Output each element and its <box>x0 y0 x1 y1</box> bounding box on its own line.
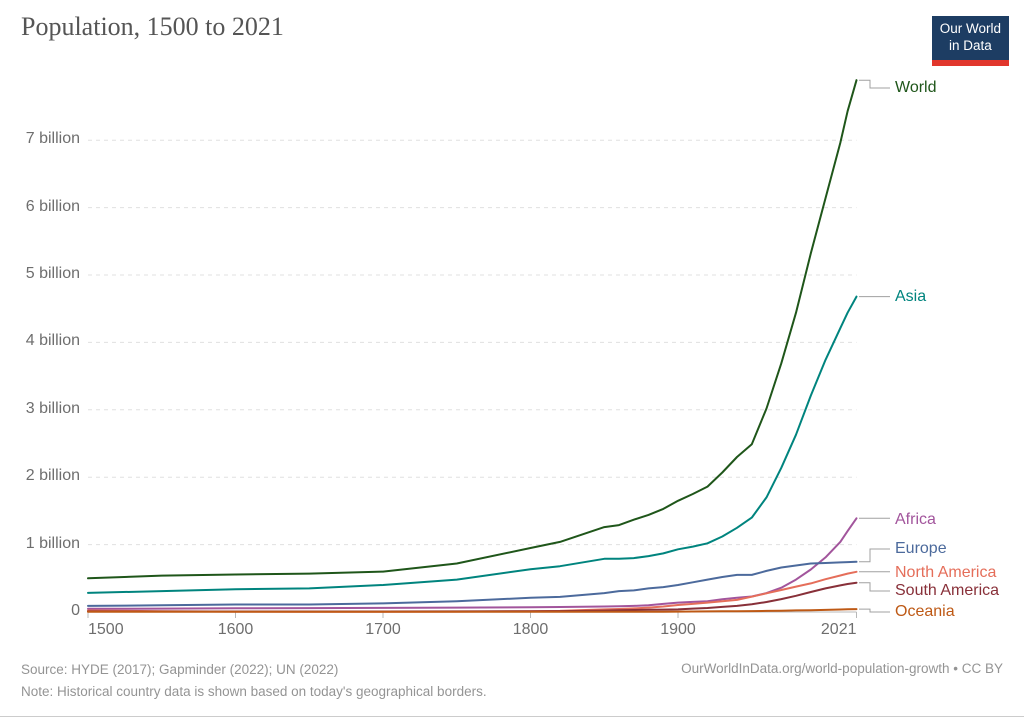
x-axis-label: 1500 <box>88 621 124 638</box>
label-connector-europe <box>859 548 890 563</box>
owid-logo-line1: Our World <box>939 21 1001 36</box>
series-label-oceania: Oceania <box>895 603 955 620</box>
series-label-africa: Africa <box>895 511 936 528</box>
y-axis-label: 6 billion <box>25 197 80 215</box>
y-axis-label: 5 billion <box>25 265 80 282</box>
y-axis-label: 1 billion <box>25 534 80 552</box>
chart-title: Population, 1500 to 2021 <box>21 12 284 41</box>
series-label-north-america: North America <box>895 564 997 581</box>
bottom-divider <box>0 716 1024 717</box>
series-label-world: World <box>895 79 937 96</box>
citation: OurWorldInData.org/world-population-grow… <box>681 661 1003 676</box>
label-connector-south-america <box>859 582 890 592</box>
series-label-europe: Europe <box>895 540 947 557</box>
series-line-europe <box>87 560 858 607</box>
y-axis-label: 0 <box>71 602 80 619</box>
series-label-south-america: South America <box>895 582 1000 599</box>
series-label-asia: Asia <box>895 288 927 305</box>
series-line-world <box>87 79 858 580</box>
label-connector-oceania <box>859 608 890 613</box>
y-axis-label: 7 billion <box>25 130 80 148</box>
series-line-asia <box>87 295 858 594</box>
owid-logo: Our World in Data <box>931 16 1009 66</box>
x-axis-label: 1600 <box>217 621 254 638</box>
series-line-africa <box>87 517 858 610</box>
x-axis-label: 2021 <box>820 621 857 638</box>
y-axis-label: 4 billion <box>25 332 80 350</box>
series-line-oceania <box>87 608 858 613</box>
x-axis-label: 1800 <box>512 621 549 638</box>
label-connector-world <box>859 79 890 89</box>
source-line: Source: HYDE (2017); Gapminder (2022); U… <box>21 662 339 677</box>
y-axis-label: 3 billion <box>25 399 80 417</box>
owid-logo-line2: in Data <box>948 37 992 53</box>
y-axis-label: 2 billion <box>25 467 80 485</box>
note-line: Note: Historical country data is shown b… <box>21 683 487 699</box>
x-axis-label: 1700 <box>365 621 401 638</box>
footer-source-note: Source: HYDE (2017); Gapminder (2022); U… <box>21 659 487 702</box>
x-axis-label: 1900 <box>660 621 696 638</box>
